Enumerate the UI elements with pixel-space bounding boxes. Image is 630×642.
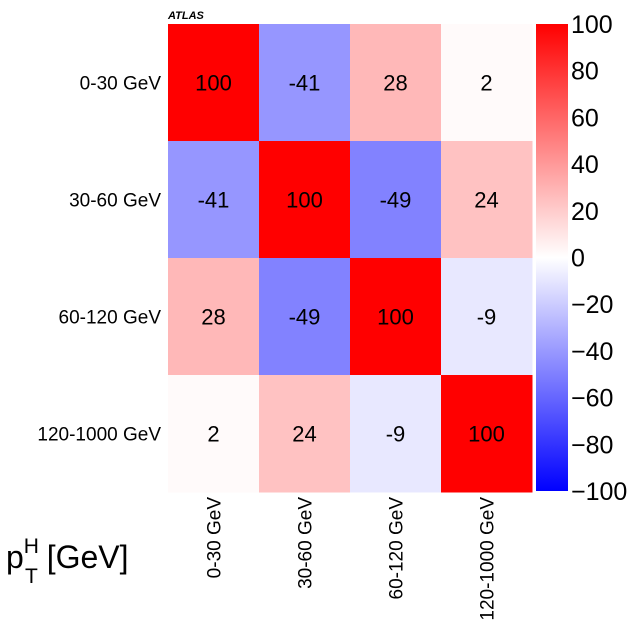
colorbar-tick-label: −40 (571, 338, 613, 366)
row-tick-label: 0-30 GeV (80, 74, 162, 95)
row-tick-label: 30-60 GeV (69, 191, 161, 212)
heatmap-cell (350, 24, 442, 142)
axis-title-base: p (6, 539, 24, 575)
cell-value-label: -41 (289, 71, 321, 96)
cell-value-label: -41 (198, 188, 230, 213)
row-tick-label: 60-120 GeV (59, 308, 162, 329)
column-axis-labels: 0-30 GeV 30-60 GeV 60-120 GeV 120-1000 GeV (205, 497, 499, 621)
colorbar-tick-label: 0 (571, 245, 585, 273)
column-tick-label: 30-60 GeV (296, 497, 317, 589)
heatmap-cell (441, 24, 533, 142)
column-tick-label: 0-30 GeV (205, 497, 226, 579)
heatmap-cell (168, 141, 260, 259)
heatmap-cell (259, 141, 351, 259)
heatmap-cells (168, 24, 533, 493)
colorbar-tick-label: 20 (571, 198, 599, 226)
heatmap-cell (168, 258, 260, 376)
cell-value-label: 2 (207, 422, 219, 447)
axis-title-subscript: T (25, 565, 38, 588)
experiment-label: ATLAS (167, 10, 205, 22)
heatmap-cell (259, 258, 351, 376)
heatmap-cell (350, 141, 442, 259)
cell-value-label: 100 (377, 305, 414, 330)
colorbar-ticks: 100 80 60 40 20 0 −20 −40 −60 −80 −100 (571, 11, 627, 506)
cell-value-label: 28 (383, 71, 407, 96)
axis-title: pH T [GeV] (6, 535, 129, 588)
colorbar-tick-label: −60 (571, 385, 613, 413)
row-axis-labels: 0-30 GeV 30-60 GeV 60-120 GeV 120-1000 GeV (37, 74, 161, 446)
heatmap-cell (168, 24, 260, 142)
cell-value-label: 100 (468, 422, 505, 447)
colorbar (536, 24, 568, 491)
heatmap-cell (441, 375, 533, 493)
axis-title-superscript: H (24, 535, 39, 558)
heatmap-cell-labels: 100 -41 28 2 -41 100 -49 24 28 -49 100 -9 2 24 -9 100 (195, 71, 505, 447)
colorbar-tick-label: 40 (571, 151, 599, 179)
row-tick-label: 120-1000 GeV (37, 425, 161, 446)
cell-value-label: -49 (380, 188, 412, 213)
cell-value-label: 24 (292, 422, 316, 447)
column-tick-label: 120-1000 GeV (478, 497, 499, 621)
cell-value-label: 24 (474, 188, 498, 213)
cell-value-label: -9 (386, 422, 406, 447)
colorbar-tick-label: 60 (571, 104, 599, 132)
heatmap-cell (168, 375, 260, 493)
colorbar-tick-label: −20 (571, 291, 613, 319)
heatmap-cell (350, 375, 442, 493)
heatmap-cell (441, 141, 533, 259)
cell-value-label: 100 (195, 71, 232, 96)
heatmap-cell (259, 24, 351, 142)
colorbar-tick-label: −100 (571, 478, 627, 506)
cell-value-label: -9 (477, 305, 497, 330)
cell-value-label: 2 (480, 71, 492, 96)
heatmap-cell (350, 258, 442, 376)
colorbar-tick-label: −80 (571, 431, 613, 459)
axis-title-unit: [GeV] (38, 539, 129, 575)
cell-value-label: 100 (286, 188, 323, 213)
cell-value-label: -49 (289, 305, 321, 330)
column-tick-label: 60-120 GeV (387, 497, 408, 600)
colorbar-tick-label: 100 (571, 11, 613, 39)
cell-value-label: 28 (201, 305, 225, 330)
colorbar-tick-label: 80 (571, 58, 599, 86)
heatmap-cell (259, 375, 351, 493)
heatmap-cell (441, 258, 533, 376)
